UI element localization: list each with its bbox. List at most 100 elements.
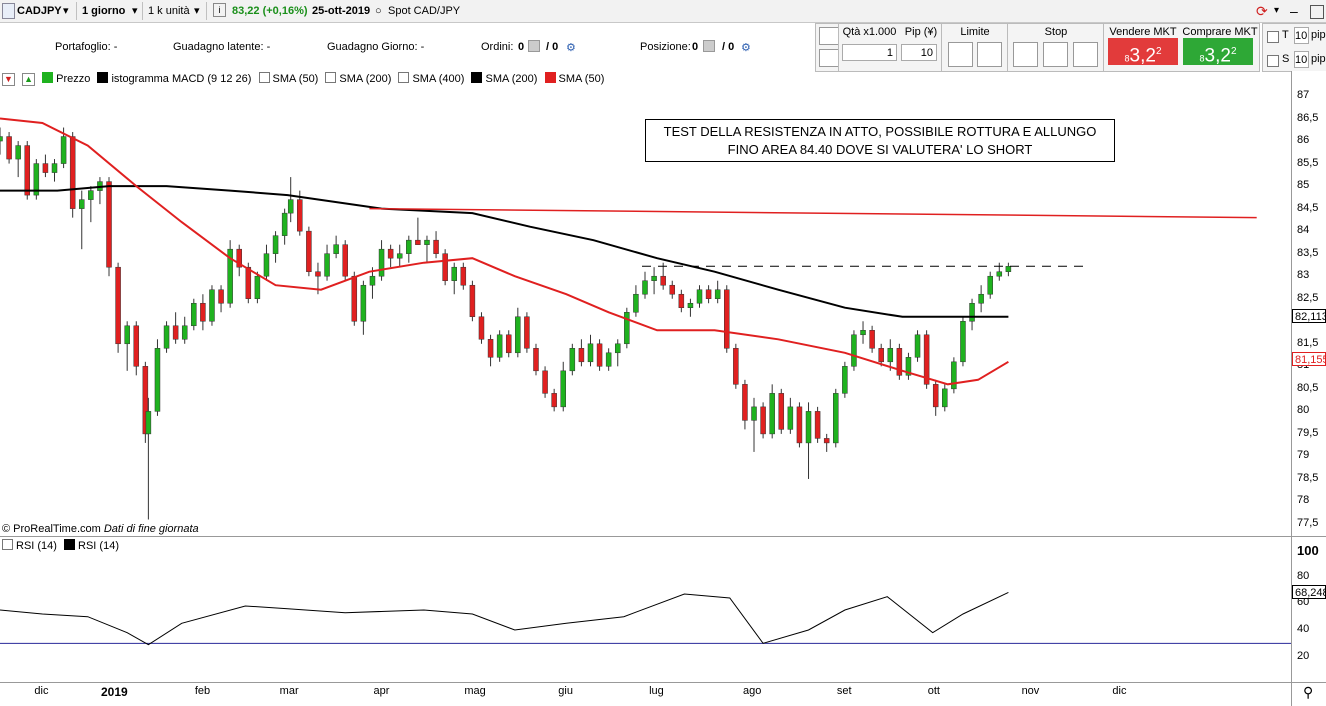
legend-swatch (258, 72, 270, 83)
candle (88, 190, 94, 200)
pip-input[interactable]: 10 (901, 44, 937, 61)
candle (24, 145, 31, 196)
price-tick-label: 80 (1297, 404, 1310, 417)
position-icon[interactable] (703, 40, 715, 52)
position-label: Posizione: (640, 41, 691, 53)
info-icon[interactable]: i (213, 3, 226, 17)
candle (678, 293, 685, 308)
panel-divider[interactable] (0, 536, 1326, 537)
candle (714, 289, 721, 299)
sell-sup: 2 (1155, 46, 1162, 57)
stop-bracket-icon[interactable] (1073, 42, 1098, 67)
buy-market-button[interactable]: 83,22 (1183, 38, 1253, 66)
candle (106, 181, 112, 268)
candle (236, 248, 242, 268)
candle (515, 316, 521, 354)
legend-sma50b[interactable]: SMA (50) (544, 71, 605, 88)
candle (145, 411, 152, 435)
legend-rsi2[interactable]: RSI (14) (64, 538, 119, 555)
candle (724, 289, 730, 349)
s-input[interactable]: 10 (1294, 51, 1309, 68)
candle (923, 334, 930, 385)
sell-label: Vendere MKT (1109, 26, 1177, 38)
legend-sma400[interactable]: SMA (400) (398, 71, 464, 88)
maximize-icon[interactable] (1310, 5, 1324, 19)
time-tick-label: 2019 (101, 685, 128, 699)
timeframe-selector[interactable]: 1 giorno (82, 5, 126, 17)
candle (442, 253, 448, 281)
candle (860, 330, 866, 336)
price-chart[interactable] (0, 0, 1291, 706)
legend-rsi1[interactable]: RSI (14) (2, 538, 57, 555)
legend-macd[interactable]: istogramma MACD (9 12 26) (97, 71, 251, 88)
candle (263, 253, 270, 277)
chevron-down-icon[interactable]: ▾ (1274, 5, 1280, 16)
symbol-flag-icon[interactable] (2, 3, 15, 19)
ts-box: T 10 pip S 10 pip (1262, 23, 1326, 72)
price-tick-label: 86 (1297, 134, 1310, 147)
resistance-trendline (369, 207, 1257, 219)
symbol-selector[interactable]: CADJPY (17, 5, 62, 17)
legend-sma200b[interactable]: SMA (200) (471, 71, 537, 88)
sell-market-button[interactable]: 83,22 (1108, 38, 1178, 66)
orders-icon[interactable] (528, 40, 540, 52)
gear-icon[interactable]: ⚙ (741, 42, 751, 54)
candle (542, 370, 548, 394)
refresh-icon[interactable]: ⟳ (1256, 3, 1268, 19)
price-tick-label: 85,5 (1297, 156, 1319, 169)
stop-sell-icon[interactable] (1043, 42, 1068, 67)
limit-label: Limite (960, 26, 990, 38)
candle (451, 266, 457, 281)
candle (133, 325, 140, 367)
chevron-down-icon[interactable]: ▾ (63, 5, 69, 17)
units-selector[interactable]: 1 k unità (148, 5, 190, 17)
candle (324, 253, 330, 277)
stop-buy-icon[interactable] (1013, 42, 1038, 67)
candle (433, 239, 439, 254)
arrow-up-icon[interactable]: ▲ (22, 73, 36, 86)
candle (769, 393, 775, 435)
candle (342, 244, 348, 277)
price-tick-label: 80,5 (1297, 381, 1319, 394)
circle-icon: ○ (375, 5, 382, 17)
candle (696, 289, 703, 304)
candle (406, 239, 412, 254)
candle (896, 348, 903, 376)
candle (469, 284, 476, 318)
candle (851, 334, 857, 367)
sma200-line (0, 185, 1009, 318)
chevron-down-icon[interactable]: ▾ (194, 5, 200, 17)
rsi-layer (0, 591, 1291, 646)
t-input[interactable]: 10 (1294, 27, 1309, 44)
price-tick-label: 78 (1297, 494, 1310, 507)
gear-icon[interactable]: ⚙ (566, 42, 576, 54)
minimize-icon[interactable]: – (1290, 3, 1298, 19)
arrow-down-icon[interactable]: ▼ (2, 73, 15, 86)
limit-sell-icon[interactable] (977, 42, 1002, 67)
legend-swatch (64, 539, 76, 550)
candle (218, 289, 224, 304)
zoom-icon[interactable]: ⚲ (1303, 684, 1314, 700)
price-legend: ▼ ▲ Prezzo istogramma MACD (9 12 26) SMA… (0, 71, 608, 88)
candle (200, 302, 206, 322)
candle (751, 406, 757, 421)
t-checkbox[interactable] (1267, 31, 1279, 43)
s-checkbox[interactable] (1267, 55, 1279, 67)
limit-buy-icon[interactable] (948, 42, 973, 67)
legend-sma200a[interactable]: SMA (200) (325, 71, 391, 88)
price-tick-label: 81,5 (1297, 336, 1319, 349)
chevron-down-icon[interactable]: ▾ (132, 5, 138, 17)
legend-price[interactable]: Prezzo (42, 71, 90, 88)
rsi-tick-label: 40 (1297, 623, 1310, 635)
legend-sma200b-label: SMA (200) (485, 73, 538, 85)
candle (60, 136, 67, 164)
s-label: S (1282, 53, 1290, 65)
legend-sma50a[interactable]: SMA (50) (258, 71, 318, 88)
last-date: 25-ott-2019 (312, 5, 371, 17)
annotation-box[interactable]: TEST DELLA RESISTENZA IN ATTO, POSSIBILE… (645, 119, 1115, 162)
stop-label: Stop (1044, 26, 1068, 38)
price-axis[interactable] (1291, 71, 1326, 706)
price-tick-label: 85 (1297, 179, 1310, 192)
legend-sma50b-label: SMA (50) (558, 73, 605, 85)
qty-input[interactable]: 1 (842, 44, 897, 61)
